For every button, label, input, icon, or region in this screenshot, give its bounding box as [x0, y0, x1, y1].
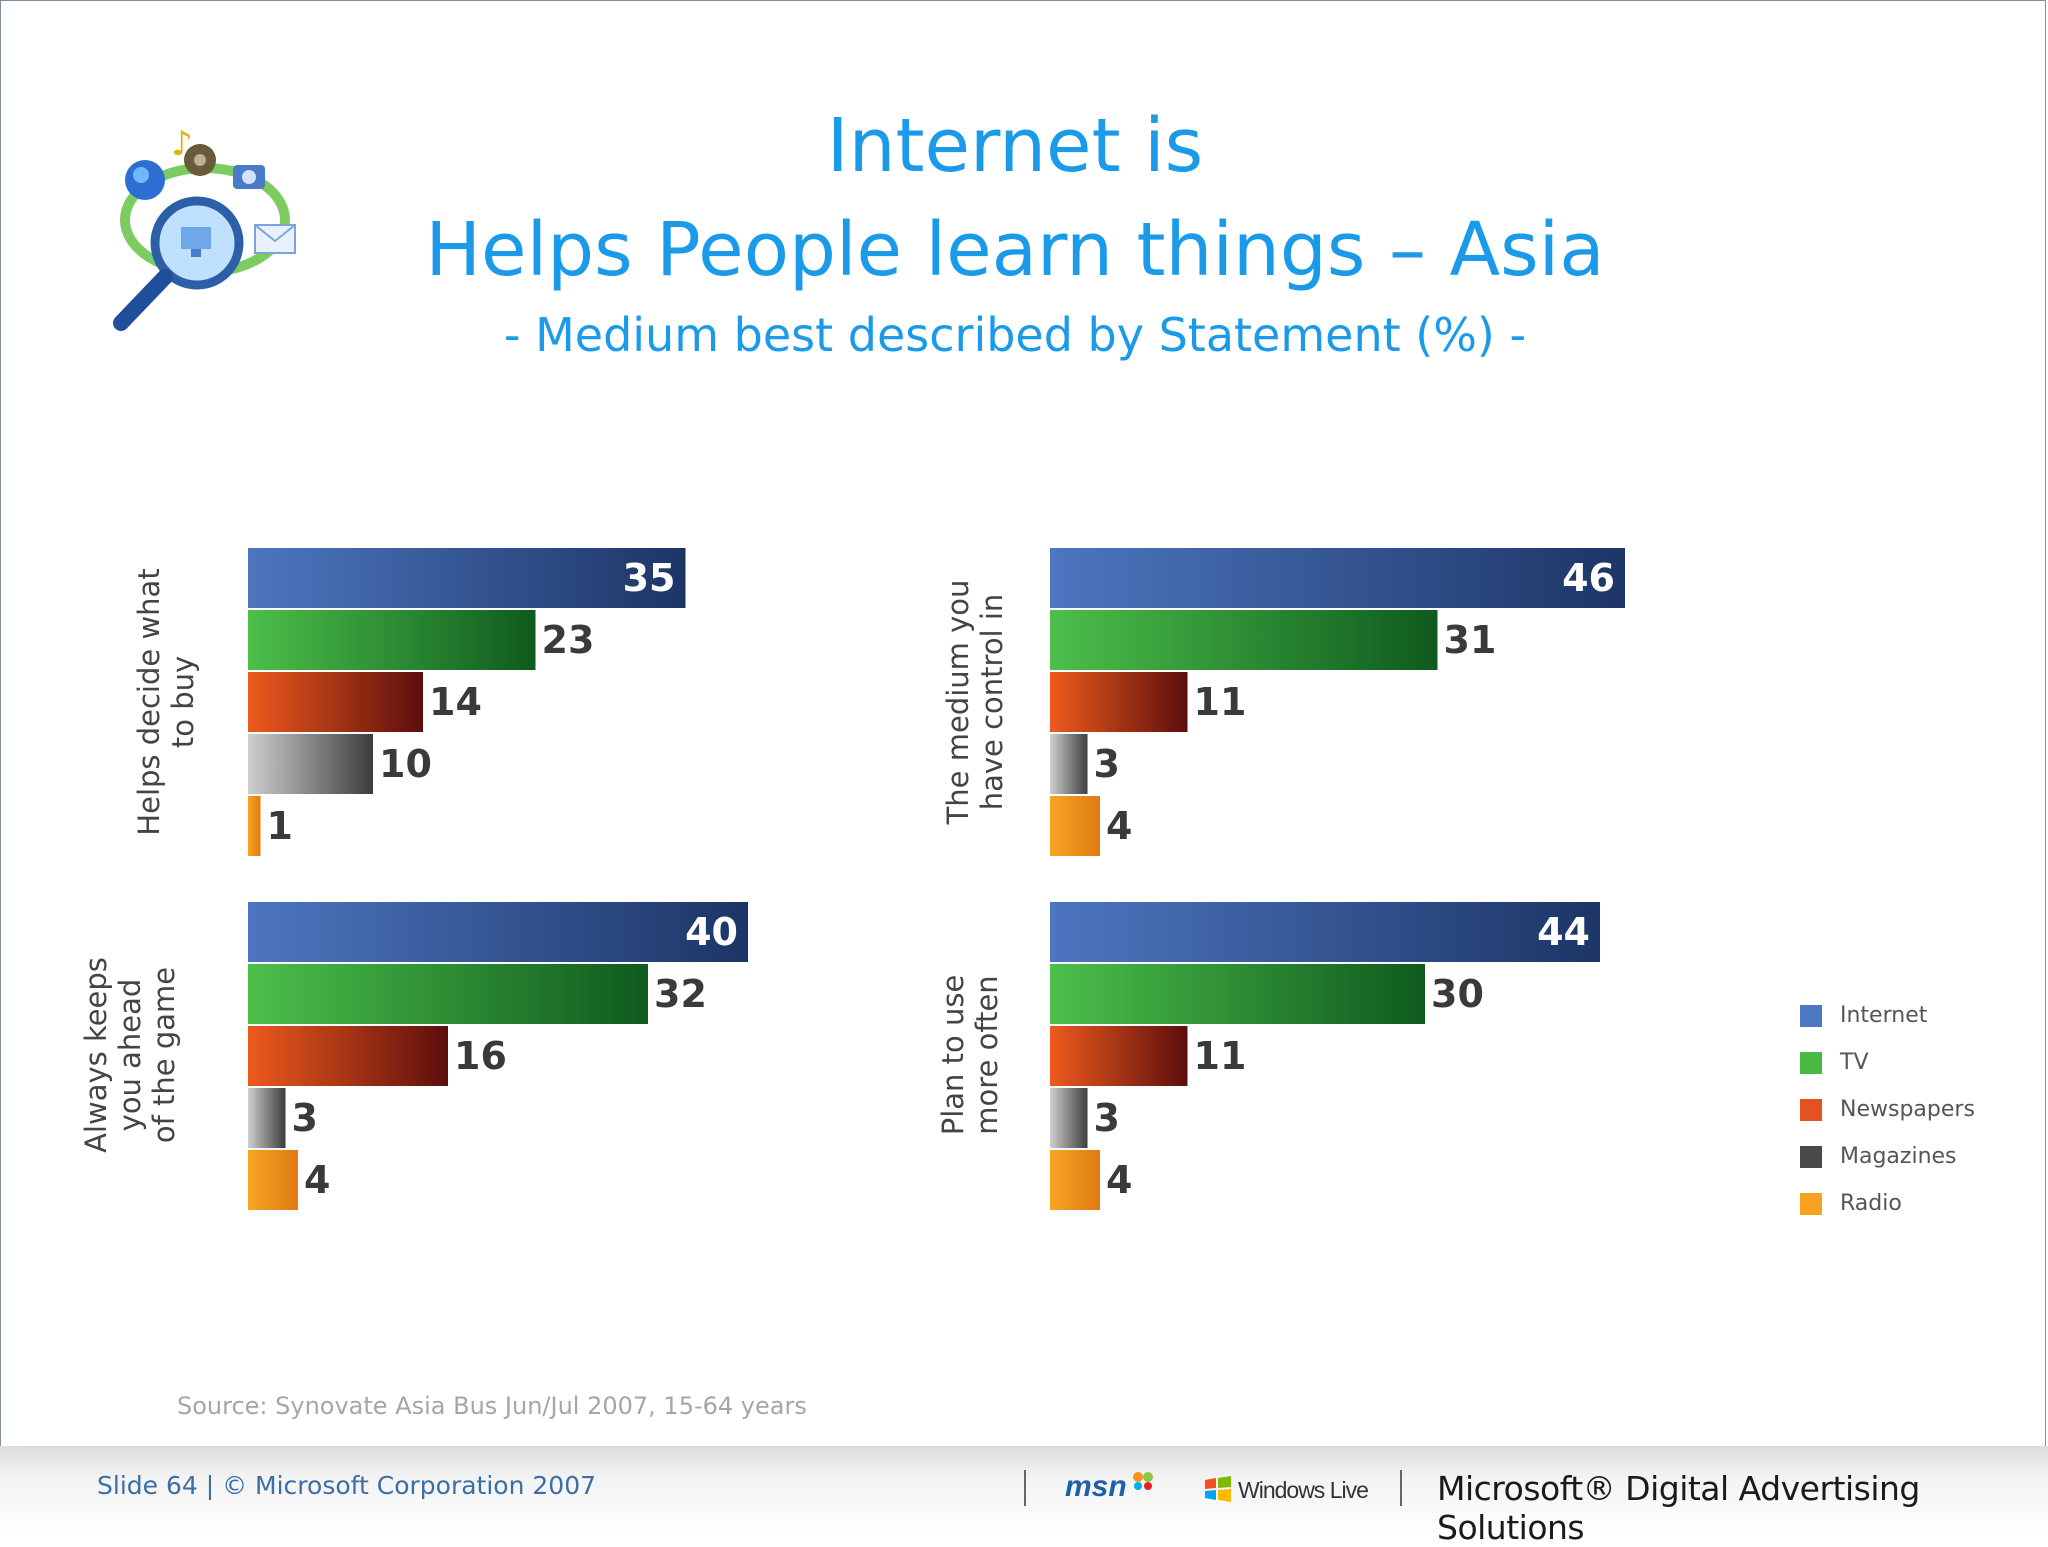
bar-internet: [248, 902, 748, 962]
bar-radio: [1050, 1150, 1100, 1210]
bar-value-label: 46: [1562, 556, 1615, 600]
bar-value-label: 4: [1106, 1158, 1132, 1202]
bar-value-label: 31: [1444, 618, 1497, 662]
bar-internet: [1050, 902, 1600, 962]
legend-label: Internet: [1840, 1003, 1928, 1028]
bar-value-label: 4: [1106, 804, 1132, 848]
bar-value-label: 16: [454, 1034, 507, 1078]
bar-value-label: 35: [623, 556, 676, 600]
bar-internet: [248, 548, 686, 608]
brand-text: Microsoft® Digital Advertising Solutions: [1437, 1469, 1920, 1547]
bar-value-label: 3: [1094, 1096, 1120, 1140]
bar-newspapers: [248, 672, 423, 732]
bar-tv: [1050, 964, 1425, 1024]
category-label: Always keepsyou aheadof the game: [79, 957, 181, 1153]
legend-label: Newspapers: [1840, 1097, 1975, 1122]
bar-radio: [248, 1150, 298, 1210]
footer-separator: [1400, 1470, 1402, 1506]
footer-separator: [1024, 1470, 1026, 1506]
bar-charts: Helps decide whatto buy 35 23 14 10 1 The med…: [79, 548, 1625, 1210]
bar-value-label: 11: [1194, 1034, 1247, 1078]
bar-newspapers: [1050, 672, 1188, 732]
bar-newspapers: [1050, 1026, 1188, 1086]
bar-internet: [1050, 548, 1625, 608]
legend-swatch-tv: [1800, 1051, 1822, 1074]
chart-panel-control: The medium youhave control in 46 31 11 3 4: [941, 548, 1625, 856]
legend-item: Internet: [1800, 992, 1975, 1039]
bar-value-label: 30: [1431, 972, 1484, 1016]
bar-tv: [1050, 610, 1438, 670]
category-label: Helps decide whatto buy: [132, 568, 200, 835]
bar-value-label: 23: [542, 618, 595, 662]
bar-magazines: [1050, 734, 1088, 794]
bar-magazines: [1050, 1088, 1088, 1148]
bar-value-label: 32: [654, 972, 707, 1016]
footer-slide-text: Slide 64 | © Microsoft Corporation 2007: [97, 1471, 596, 1500]
legend-label: Radio: [1840, 1191, 1902, 1216]
bar-tv: [248, 610, 536, 670]
source-note: Source: Synovate Asia Bus Jun/Jul 2007, …: [177, 1392, 807, 1420]
bar-value-label: 44: [1537, 910, 1590, 954]
bar-value-label: 1: [267, 804, 293, 848]
legend: Internet TV Newspapers Magazines Radio: [1800, 992, 1975, 1227]
chart-panel-helps-decide: Helps decide whatto buy 35 23 14 10 1: [132, 548, 686, 856]
title-line-1: Internet is: [826, 103, 1204, 189]
bar-newspapers: [248, 1026, 448, 1086]
subtitle: - Medium best described by Statement (%)…: [503, 308, 1527, 362]
legend-label: Magazines: [1840, 1144, 1957, 1169]
bar-magazines: [248, 734, 373, 794]
legend-item: Magazines: [1800, 1133, 1975, 1180]
legend-item: Radio: [1800, 1180, 1975, 1227]
legend-swatch-newspapers: [1800, 1098, 1822, 1121]
windows-flag-icon: [1205, 1476, 1231, 1502]
legend-swatch-radio: [1800, 1192, 1822, 1215]
bar-radio: [248, 796, 261, 856]
title-line-2: Helps People learn things – Asia: [425, 207, 1605, 293]
msn-logo: msn: [1065, 1470, 1127, 1503]
bar-tv: [248, 964, 648, 1024]
bar-radio: [1050, 796, 1100, 856]
category-label: Plan to usemore often: [936, 975, 1004, 1136]
legend-item: TV: [1800, 1039, 1975, 1086]
legend-swatch-magazines: [1800, 1145, 1822, 1168]
chart-panel-plan-to-use: Plan to usemore often 44 30 11 3 4: [936, 902, 1600, 1210]
bar-value-label: 4: [304, 1158, 330, 1202]
msn-butterfly-icon: [1133, 1472, 1153, 1490]
legend-swatch-internet: [1800, 1004, 1822, 1027]
bar-value-label: 11: [1194, 680, 1247, 724]
legend-label: TV: [1840, 1050, 1869, 1075]
bar-value-label: 3: [292, 1096, 318, 1140]
bar-value-label: 3: [1094, 742, 1120, 786]
legend-item: Newspapers: [1800, 1086, 1975, 1133]
windows-live-logo: Windows Live: [1238, 1477, 1369, 1503]
category-label: The medium youhave control in: [941, 580, 1009, 826]
bar-value-label: 40: [685, 910, 738, 954]
bar-value-label: 14: [429, 680, 482, 724]
bar-value-label: 10: [379, 742, 432, 786]
chart-panel-ahead-of-game: Always keepsyou aheadof the game 40 32 16 3 4: [79, 902, 748, 1210]
magnifier-media-icon: ♪: [113, 125, 296, 331]
bar-magazines: [248, 1088, 286, 1148]
